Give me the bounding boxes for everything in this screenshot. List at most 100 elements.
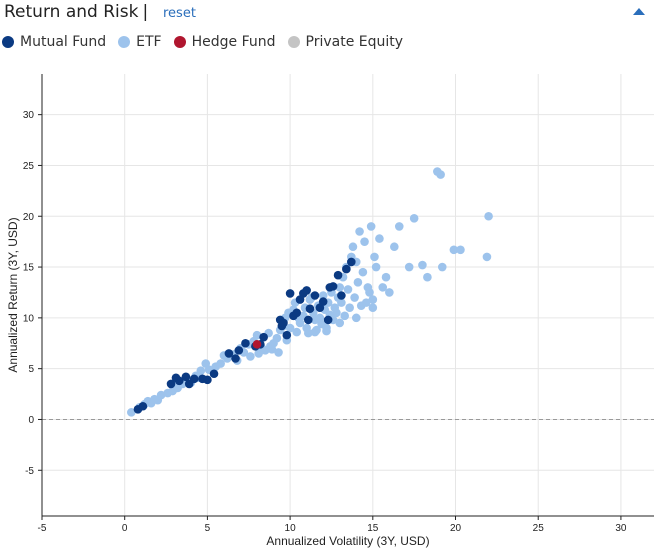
data-point-etf[interactable] — [348, 242, 358, 252]
data-point-mutual-fund[interactable] — [224, 349, 234, 358]
data-point-etf[interactable] — [390, 242, 399, 252]
data-point-mutual-fund[interactable] — [323, 315, 333, 325]
x-tick-label: 25 — [533, 523, 545, 534]
data-point-etf[interactable] — [355, 227, 364, 236]
data-point-etf[interactable] — [404, 262, 414, 272]
data-point-etf[interactable] — [274, 348, 283, 357]
data-point-mutual-fund[interactable] — [337, 291, 346, 300]
data-point-mutual-fund[interactable] — [181, 372, 191, 382]
data-point-etf[interactable] — [394, 222, 404, 231]
data-point-mutual-fund[interactable] — [166, 379, 176, 389]
y-tick-label: 5 — [28, 364, 34, 375]
data-point-mutual-fund[interactable] — [304, 315, 313, 325]
data-point-etf[interactable] — [368, 295, 378, 304]
data-point-mutual-fund[interactable] — [342, 264, 351, 274]
legend-item-hedge-fund[interactable]: Hedge Fund — [173, 34, 276, 50]
data-point-etf[interactable] — [345, 303, 354, 313]
data-point-etf[interactable] — [360, 237, 369, 246]
data-point-mutual-fund[interactable] — [234, 346, 244, 355]
data-point-etf[interactable] — [127, 408, 136, 417]
data-point-etf[interactable] — [150, 394, 159, 404]
legend-dot-icon — [118, 36, 131, 48]
y-axis-label: Annualized Return (3Y, USD) — [6, 217, 20, 372]
y-tick-label: -5 — [25, 466, 34, 477]
data-point-mutual-fund[interactable] — [209, 369, 219, 379]
data-point-mutual-fund[interactable] — [203, 375, 212, 385]
data-point-mutual-fund[interactable] — [259, 332, 268, 342]
data-point-etf[interactable] — [332, 308, 341, 318]
data-point-mutual-fund[interactable] — [231, 354, 240, 363]
data-point-mutual-fund[interactable] — [347, 257, 356, 267]
data-point-etf[interactable] — [246, 352, 255, 361]
data-point-etf[interactable] — [310, 327, 320, 337]
data-point-etf[interactable] — [418, 260, 427, 270]
data-point-etf[interactable] — [340, 311, 349, 321]
data-point-etf[interactable] — [350, 293, 359, 302]
chart-header: Return and Risk | reset — [0, 2, 654, 26]
reset-link[interactable]: reset — [163, 6, 196, 21]
data-point-etf[interactable] — [295, 318, 305, 328]
data-point-etf[interactable] — [437, 262, 447, 272]
data-point-etf[interactable] — [285, 323, 295, 333]
data-point-etf[interactable] — [368, 303, 378, 313]
data-point-hedge-fund[interactable] — [252, 339, 262, 349]
data-point-etf[interactable] — [365, 288, 374, 297]
data-point-mutual-fund[interactable] — [302, 286, 311, 295]
data-point-mutual-fund[interactable] — [318, 297, 328, 306]
data-point-mutual-fund[interactable] — [138, 401, 148, 411]
y-tick-label: 10 — [23, 313, 35, 324]
data-point-etf[interactable] — [272, 333, 282, 343]
data-point-mutual-fund[interactable] — [305, 304, 315, 314]
x-tick-label: 0 — [122, 523, 128, 534]
data-point-mutual-fund[interactable] — [292, 308, 302, 318]
data-point-etf[interactable] — [343, 285, 353, 294]
data-point-etf[interactable] — [482, 252, 492, 262]
data-point-etf[interactable] — [337, 298, 346, 307]
legend-item-private-equity[interactable]: Private Equity — [287, 34, 403, 50]
data-point-etf[interactable] — [353, 277, 363, 287]
data-point-etf[interactable] — [156, 390, 166, 400]
y-tick-label: 20 — [23, 212, 35, 223]
data-point-mutual-fund[interactable] — [285, 289, 295, 298]
data-point-etf[interactable] — [375, 234, 384, 243]
data-point-etf[interactable] — [318, 291, 328, 300]
data-point-etf[interactable] — [335, 318, 345, 328]
x-tick-label: 15 — [367, 523, 379, 534]
legend-item-mutual-fund[interactable]: Mutual Fund — [2, 34, 106, 50]
data-point-etf[interactable] — [423, 272, 432, 282]
data-point-etf[interactable] — [409, 213, 419, 223]
data-point-etf[interactable] — [351, 313, 361, 323]
data-point-mutual-fund[interactable] — [189, 374, 199, 384]
data-point-mutual-fund[interactable] — [174, 376, 184, 386]
data-point-etf[interactable] — [322, 326, 331, 336]
data-point-etf[interactable] — [292, 327, 302, 337]
data-point-etf[interactable] — [449, 245, 459, 255]
data-point-etf[interactable] — [484, 211, 493, 221]
data-point-etf[interactable] — [371, 262, 381, 272]
data-point-etf[interactable] — [436, 170, 445, 179]
legend-item-etf[interactable]: ETF — [118, 34, 162, 50]
data-point-etf[interactable] — [196, 366, 206, 375]
data-point-mutual-fund[interactable] — [333, 270, 343, 280]
data-point-etf[interactable] — [252, 330, 262, 340]
data-point-etf[interactable] — [378, 283, 388, 292]
data-point-etf[interactable] — [361, 298, 371, 307]
data-point-etf[interactable] — [366, 222, 376, 231]
data-point-mutual-fund[interactable] — [241, 338, 250, 348]
data-point-etf[interactable] — [335, 283, 345, 292]
data-point-etf[interactable] — [358, 267, 368, 277]
data-point-etf[interactable] — [381, 272, 391, 282]
data-point-etf[interactable] — [456, 245, 465, 255]
data-point-etf[interactable] — [385, 288, 394, 297]
data-point-etf[interactable] — [304, 328, 313, 338]
data-point-mutual-fund[interactable] — [279, 318, 288, 328]
data-point-mutual-fund[interactable] — [325, 283, 335, 292]
collapse-chevron-up-icon[interactable] — [633, 8, 645, 15]
data-point-etf[interactable] — [216, 359, 225, 368]
data-point-etf[interactable] — [370, 252, 379, 262]
data-point-mutual-fund[interactable] — [282, 330, 292, 340]
data-point-etf[interactable] — [254, 349, 263, 358]
title-separator: | — [142, 2, 149, 22]
data-point-mutual-fund[interactable] — [310, 291, 320, 300]
data-point-etf[interactable] — [267, 345, 277, 354]
